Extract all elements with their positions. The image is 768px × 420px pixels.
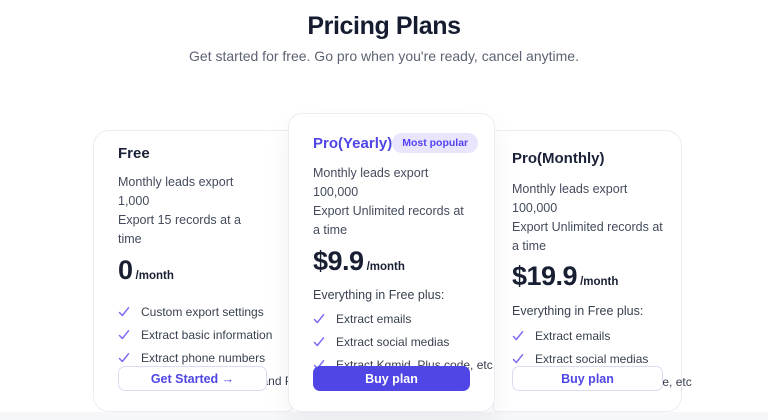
buy-plan-button[interactable]: Buy plan xyxy=(512,366,663,391)
page-subtitle: Get started for free. Go pro when you're… xyxy=(189,48,579,64)
plan-price-row: $19.9 /month xyxy=(512,261,663,293)
check-icon xyxy=(118,352,130,362)
plan-name: Pro(Yearly) xyxy=(313,134,393,152)
plan-card-pro-monthly: Pro(Monthly) Monthly leads export 100,00… xyxy=(493,130,692,412)
feature-item: Extract social medias xyxy=(512,351,663,366)
plan-card-pro-yearly: Pro(Yearly) Most popular Monthly leads e… xyxy=(288,113,495,412)
feature-item: Extract emails xyxy=(313,311,470,326)
plan-description: Monthly leads export 100,000 Export Unli… xyxy=(512,180,663,256)
plan-price-row: 0 /month xyxy=(118,255,267,287)
check-icon xyxy=(118,329,130,339)
most-popular-badge: Most popular xyxy=(392,133,479,153)
plan-description-line: Monthly leads export 100,000 xyxy=(313,166,429,199)
check-icon xyxy=(512,330,524,340)
plan-price: $19.9 xyxy=(512,261,578,291)
plan-price-period: /month xyxy=(135,270,174,282)
check-icon xyxy=(512,353,524,363)
feature-label: Extract emails xyxy=(336,311,412,326)
features-intro: Everything in Free plus: xyxy=(512,304,644,318)
plan-description: Monthly leads export 100,000 Export Unli… xyxy=(313,164,470,240)
check-icon xyxy=(118,306,130,316)
feature-label: Extract social medias xyxy=(336,334,450,349)
check-icon xyxy=(313,336,325,346)
features-intro: Everything in Free plus: xyxy=(313,288,445,302)
feature-item: Extract basic information xyxy=(118,328,272,342)
feature-item: Extract social medias xyxy=(313,334,470,349)
feature-label: Extract phone numbers xyxy=(141,350,266,365)
page-title: Pricing Plans xyxy=(307,12,461,40)
plan-price-period: /month xyxy=(366,261,405,273)
feature-list: Extract emails Extract social medias Ext… xyxy=(313,311,493,372)
feature-item: Extract phone numbers xyxy=(118,350,267,365)
plan-price-row: $9.9 /month xyxy=(313,246,470,278)
feature-item: Custom export settings xyxy=(118,304,267,319)
plan-card-free: Free Monthly leads export 1,000 Export 1… xyxy=(93,130,328,412)
plan-description-line: Export 15 records at a time xyxy=(118,213,241,246)
plan-price: $9.9 xyxy=(313,246,364,276)
section-divider xyxy=(0,412,768,420)
get-started-button[interactable]: Get Started → xyxy=(118,366,267,391)
feature-label: Custom export settings xyxy=(141,304,264,319)
feature-label: Extract social medias xyxy=(535,351,649,366)
feature-label: Extract emails xyxy=(535,328,611,343)
check-icon xyxy=(313,313,325,323)
plan-price: 0 xyxy=(118,255,133,285)
plan-name: Free xyxy=(118,144,150,162)
feature-item: Extract emails xyxy=(512,328,663,343)
plan-description-line: Monthly leads export 100,000 xyxy=(512,182,628,215)
buy-plan-button[interactable]: Buy plan xyxy=(313,366,470,391)
plan-description: Monthly leads export 1,000 Export 15 rec… xyxy=(118,173,267,249)
plan-price-period: /month xyxy=(580,276,619,288)
plan-name: Pro(Monthly) xyxy=(512,149,605,167)
feature-label: Extract basic information xyxy=(141,327,273,342)
plan-description-line: Monthly leads export 1,000 xyxy=(118,175,234,208)
plan-description-line: Export Unlimited records at a time xyxy=(313,204,464,237)
plan-description-line: Export Unlimited records at a time xyxy=(512,220,663,253)
